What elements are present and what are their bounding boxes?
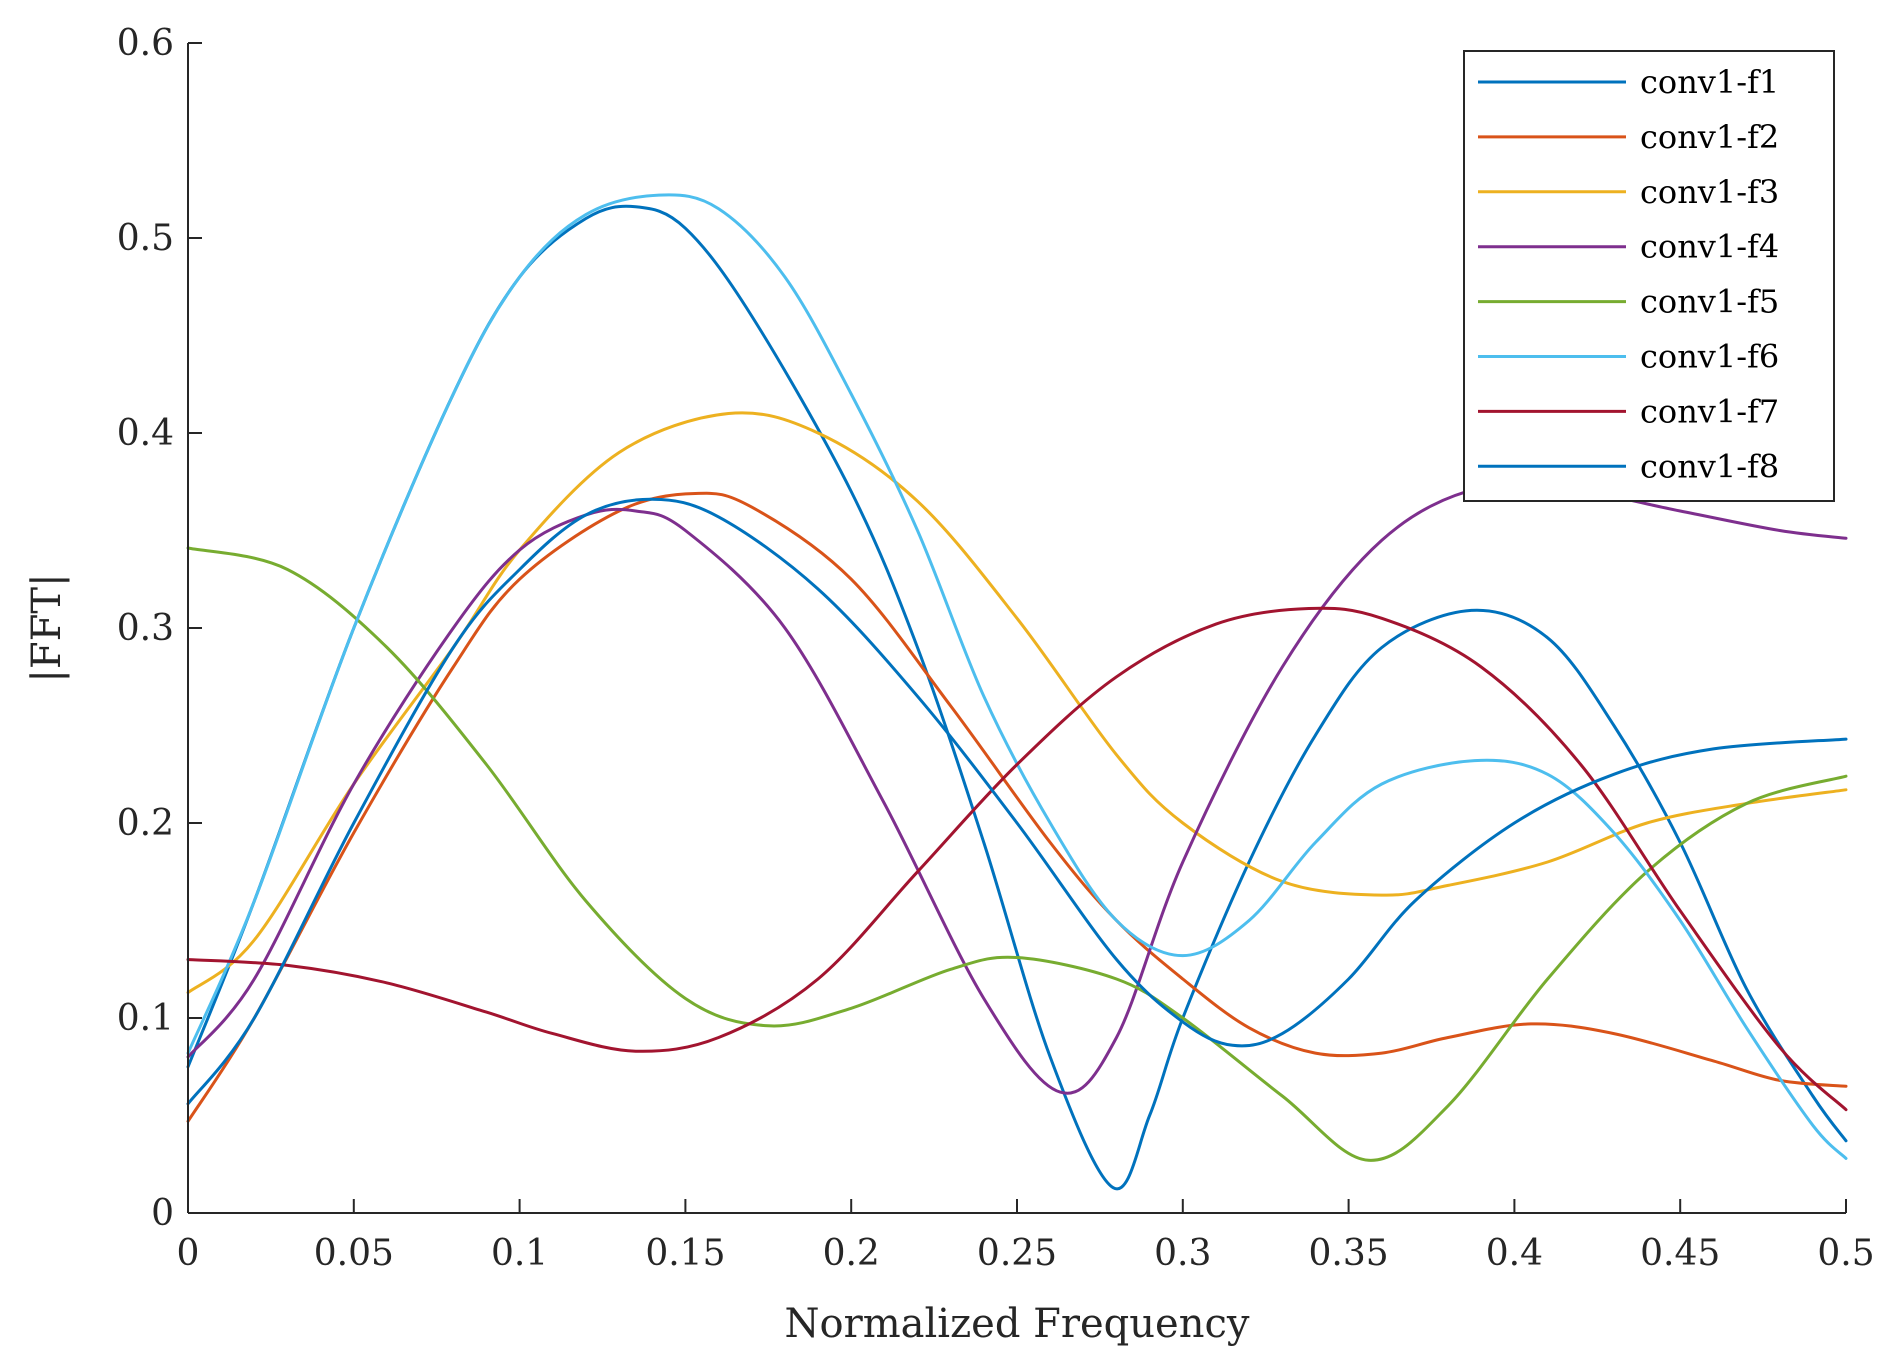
plot-lines bbox=[186, 193, 1848, 1191]
series-line-conv1-f2 bbox=[186, 491, 1848, 1123]
y-tick-label: 0.3 bbox=[117, 608, 174, 649]
legend-label: conv1-f5 bbox=[1640, 283, 1779, 321]
y-ticks: 0 0.1 0.2 0.3 0.4 0.5 0.6 bbox=[117, 23, 202, 1234]
series-line-conv1-f6 bbox=[186, 193, 1848, 1160]
legend-label: conv1-f4 bbox=[1640, 228, 1779, 266]
x-tick-label: 0.45 bbox=[1640, 1233, 1720, 1274]
x-tick-label: 0.35 bbox=[1309, 1233, 1389, 1274]
x-tick-label: 0.3 bbox=[1154, 1233, 1211, 1274]
y-tick-label: 0 bbox=[151, 1193, 174, 1234]
x-tick-label: 0.2 bbox=[823, 1233, 880, 1274]
axes: 00.10.20.30.40.50.6 0 0.05 0.1 0.15 0.2 0.25 0… bbox=[117, 23, 1875, 1274]
series-line-conv1-f7 bbox=[186, 606, 1848, 1112]
y-tick-label: 0.1 bbox=[117, 998, 174, 1039]
x-ticks: 0 0.05 0.1 0.15 0.2 0.25 0.3 0.35 0.4 0.45 0.5 bbox=[177, 1199, 1875, 1274]
y-tick-label: 0.6 bbox=[117, 23, 174, 64]
legend-items: conv1-f1 conv1-f2 conv1-f3 conv1-f4 conv1-f5… bbox=[1478, 63, 1779, 485]
legend: conv1-f1 conv1-f2 conv1-f3 conv1-f4 conv1-f5… bbox=[1463, 50, 1835, 502]
y-tick-label: 0.5 bbox=[117, 218, 174, 259]
x-tick-label: 0.05 bbox=[314, 1233, 394, 1274]
x-tick-label: 0.1 bbox=[491, 1233, 548, 1274]
y-tick-label: 0.2 bbox=[117, 803, 174, 844]
y-axis-title: |FFT| bbox=[24, 573, 70, 682]
x-tick-label: 0.5 bbox=[1817, 1233, 1874, 1274]
legend-label: conv1-f3 bbox=[1640, 173, 1779, 211]
legend-label: conv1-f7 bbox=[1640, 392, 1779, 430]
series-line-conv1-f5 bbox=[186, 546, 1848, 1162]
legend-label: conv1-f2 bbox=[1640, 118, 1779, 156]
y-tick-label: 0.4 bbox=[117, 413, 174, 454]
legend-label: conv1-f8 bbox=[1640, 447, 1779, 485]
x-tick-label: 0.25 bbox=[977, 1233, 1057, 1274]
x-tick-label: 0 bbox=[177, 1233, 200, 1274]
legend-label: conv1-f6 bbox=[1640, 338, 1779, 376]
x-tick-label: 0.15 bbox=[645, 1233, 725, 1274]
x-tick-label: 0.4 bbox=[1486, 1233, 1543, 1274]
legend-label: conv1-f1 bbox=[1640, 63, 1779, 101]
x-axis-title: Normalized Frequency bbox=[785, 1301, 1250, 1347]
legend-box bbox=[1463, 50, 1835, 502]
series-line-conv1-f8 bbox=[186, 497, 1848, 1106]
